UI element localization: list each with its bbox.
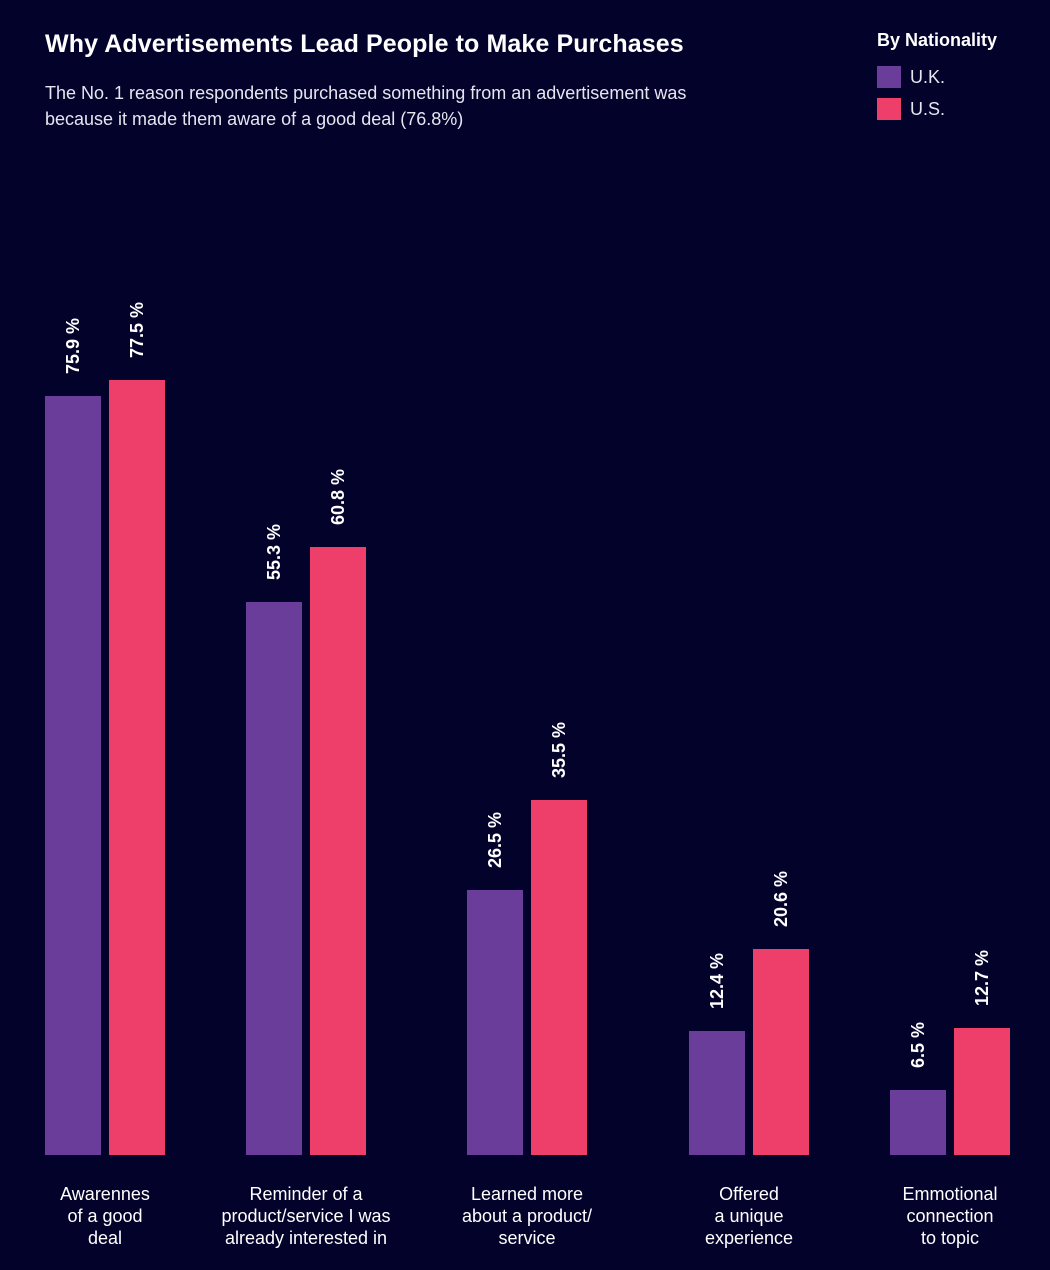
legend-title: By Nationality	[877, 30, 998, 50]
legend-label-uk: U.K.	[910, 66, 946, 87]
data-label-uk-4: 6.5 %	[908, 1022, 928, 1068]
data-label-us-1: 60.8 %	[328, 469, 348, 525]
category-label-2: Learned more about a product/ service	[461, 1184, 593, 1248]
category-label-1: Reminder of a product/service I was alre…	[221, 1184, 391, 1248]
legend-item-us: U.S.	[877, 97, 997, 121]
data-label-uk-0: 75.9 %	[63, 318, 83, 374]
data-label-uk-1: 55.3 %	[264, 524, 284, 580]
chart-subtitle: The No. 1 reason respondents purchased s…	[45, 83, 687, 129]
legend-swatch-us	[877, 98, 901, 120]
bar-us-1	[310, 547, 366, 1155]
bar-uk-3	[689, 1031, 745, 1155]
bar-uk-4	[890, 1090, 946, 1155]
bar-uk-0	[45, 396, 101, 1155]
category-label-3: Offered a unique experience	[704, 1184, 794, 1248]
data-label-us-0: 77.5 %	[127, 302, 147, 358]
bar-us-2	[531, 800, 587, 1155]
legend: By Nationality U.K. U.S.	[877, 30, 997, 129]
legend-item-uk: U.K.	[877, 65, 997, 89]
bar-us-4	[954, 1028, 1010, 1155]
chart-title: Why Advertisements Lead People to Make P…	[45, 30, 684, 58]
category-label-4: Emmotional connection to topic	[902, 1184, 998, 1248]
bar-us-0	[109, 380, 165, 1155]
data-label-uk-3: 12.4 %	[707, 953, 727, 1009]
bar-uk-1	[246, 602, 302, 1155]
data-label-us-3: 20.6 %	[771, 871, 791, 927]
bar-uk-2	[467, 890, 523, 1155]
bar-us-3	[753, 949, 809, 1155]
data-label-us-4: 12.7 %	[972, 950, 992, 1006]
data-label-us-2: 35.5 %	[549, 722, 569, 778]
legend-swatch-uk	[877, 66, 901, 88]
legend-label-us: U.S.	[910, 98, 946, 119]
category-label-0: Awarennes of a good deal	[60, 1184, 150, 1248]
data-label-uk-2: 26.5 %	[485, 812, 505, 868]
